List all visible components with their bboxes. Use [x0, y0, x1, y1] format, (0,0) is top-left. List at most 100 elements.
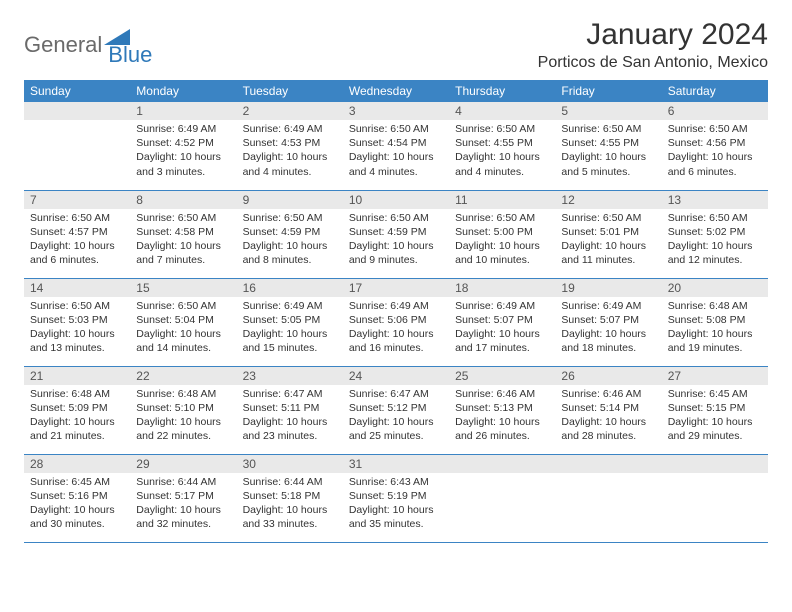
day-number	[662, 455, 768, 473]
logo-word-2: Blue	[108, 42, 152, 68]
sunset-text: Sunset: 5:16 PM	[30, 489, 124, 503]
day-number: 28	[24, 455, 130, 473]
daylight-text: Daylight: 10 hours and 30 minutes.	[30, 503, 124, 531]
sunset-text: Sunset: 4:56 PM	[668, 136, 762, 150]
calendar-cell: 24Sunrise: 6:47 AMSunset: 5:12 PMDayligh…	[343, 366, 449, 454]
calendar-cell: 12Sunrise: 6:50 AMSunset: 5:01 PMDayligh…	[555, 190, 661, 278]
day-details: Sunrise: 6:48 AMSunset: 5:08 PMDaylight:…	[662, 297, 768, 360]
day-details: Sunrise: 6:49 AMSunset: 5:05 PMDaylight:…	[237, 297, 343, 360]
daylight-text: Daylight: 10 hours and 9 minutes.	[349, 239, 443, 267]
day-number: 16	[237, 279, 343, 297]
calendar-table: Sunday Monday Tuesday Wednesday Thursday…	[24, 80, 768, 543]
sunrise-text: Sunrise: 6:44 AM	[243, 475, 337, 489]
calendar-cell: 1Sunrise: 6:49 AMSunset: 4:52 PMDaylight…	[130, 102, 236, 190]
day-details: Sunrise: 6:50 AMSunset: 5:01 PMDaylight:…	[555, 209, 661, 272]
daylight-text: Daylight: 10 hours and 13 minutes.	[30, 327, 124, 355]
calendar-week-row: 7Sunrise: 6:50 AMSunset: 4:57 PMDaylight…	[24, 190, 768, 278]
sunrise-text: Sunrise: 6:50 AM	[349, 211, 443, 225]
sunset-text: Sunset: 5:07 PM	[455, 313, 549, 327]
day-number: 7	[24, 191, 130, 209]
calendar-cell	[662, 454, 768, 542]
calendar-cell: 14Sunrise: 6:50 AMSunset: 5:03 PMDayligh…	[24, 278, 130, 366]
sunrise-text: Sunrise: 6:45 AM	[30, 475, 124, 489]
sunset-text: Sunset: 4:53 PM	[243, 136, 337, 150]
day-number: 9	[237, 191, 343, 209]
day-number: 21	[24, 367, 130, 385]
col-tuesday: Tuesday	[237, 80, 343, 102]
calendar-cell: 4Sunrise: 6:50 AMSunset: 4:55 PMDaylight…	[449, 102, 555, 190]
day-details: Sunrise: 6:46 AMSunset: 5:13 PMDaylight:…	[449, 385, 555, 448]
day-number: 19	[555, 279, 661, 297]
calendar-week-row: 21Sunrise: 6:48 AMSunset: 5:09 PMDayligh…	[24, 366, 768, 454]
daylight-text: Daylight: 10 hours and 12 minutes.	[668, 239, 762, 267]
sunset-text: Sunset: 4:55 PM	[561, 136, 655, 150]
day-number: 12	[555, 191, 661, 209]
day-details: Sunrise: 6:44 AMSunset: 5:18 PMDaylight:…	[237, 473, 343, 536]
calendar-cell: 19Sunrise: 6:49 AMSunset: 5:07 PMDayligh…	[555, 278, 661, 366]
day-details: Sunrise: 6:49 AMSunset: 5:06 PMDaylight:…	[343, 297, 449, 360]
daylight-text: Daylight: 10 hours and 17 minutes.	[455, 327, 549, 355]
calendar-cell: 25Sunrise: 6:46 AMSunset: 5:13 PMDayligh…	[449, 366, 555, 454]
sunset-text: Sunset: 5:04 PM	[136, 313, 230, 327]
daylight-text: Daylight: 10 hours and 10 minutes.	[455, 239, 549, 267]
sunset-text: Sunset: 5:14 PM	[561, 401, 655, 415]
sunset-text: Sunset: 5:17 PM	[136, 489, 230, 503]
calendar-cell: 3Sunrise: 6:50 AMSunset: 4:54 PMDaylight…	[343, 102, 449, 190]
sunrise-text: Sunrise: 6:45 AM	[668, 387, 762, 401]
col-thursday: Thursday	[449, 80, 555, 102]
calendar-week-row: 28Sunrise: 6:45 AMSunset: 5:16 PMDayligh…	[24, 454, 768, 542]
day-number: 2	[237, 102, 343, 120]
sunset-text: Sunset: 5:18 PM	[243, 489, 337, 503]
calendar-cell: 8Sunrise: 6:50 AMSunset: 4:58 PMDaylight…	[130, 190, 236, 278]
day-number: 10	[343, 191, 449, 209]
day-details: Sunrise: 6:44 AMSunset: 5:17 PMDaylight:…	[130, 473, 236, 536]
sunrise-text: Sunrise: 6:50 AM	[455, 211, 549, 225]
calendar-cell: 10Sunrise: 6:50 AMSunset: 4:59 PMDayligh…	[343, 190, 449, 278]
day-details: Sunrise: 6:49 AMSunset: 5:07 PMDaylight:…	[449, 297, 555, 360]
sunset-text: Sunset: 4:59 PM	[243, 225, 337, 239]
sunrise-text: Sunrise: 6:50 AM	[349, 122, 443, 136]
day-details: Sunrise: 6:50 AMSunset: 5:03 PMDaylight:…	[24, 297, 130, 360]
sunrise-text: Sunrise: 6:48 AM	[30, 387, 124, 401]
day-details: Sunrise: 6:50 AMSunset: 4:55 PMDaylight:…	[555, 120, 661, 183]
daylight-text: Daylight: 10 hours and 33 minutes.	[243, 503, 337, 531]
day-number: 11	[449, 191, 555, 209]
col-saturday: Saturday	[662, 80, 768, 102]
day-details: Sunrise: 6:50 AMSunset: 4:58 PMDaylight:…	[130, 209, 236, 272]
calendar-week-row: 14Sunrise: 6:50 AMSunset: 5:03 PMDayligh…	[24, 278, 768, 366]
calendar-cell: 7Sunrise: 6:50 AMSunset: 4:57 PMDaylight…	[24, 190, 130, 278]
daylight-text: Daylight: 10 hours and 21 minutes.	[30, 415, 124, 443]
sunset-text: Sunset: 5:07 PM	[561, 313, 655, 327]
daylight-text: Daylight: 10 hours and 7 minutes.	[136, 239, 230, 267]
sunrise-text: Sunrise: 6:50 AM	[455, 122, 549, 136]
location-subtitle: Porticos de San Antonio, Mexico	[538, 54, 768, 72]
sunset-text: Sunset: 4:57 PM	[30, 225, 124, 239]
calendar-cell: 13Sunrise: 6:50 AMSunset: 5:02 PMDayligh…	[662, 190, 768, 278]
day-details: Sunrise: 6:45 AMSunset: 5:15 PMDaylight:…	[662, 385, 768, 448]
day-details: Sunrise: 6:50 AMSunset: 4:55 PMDaylight:…	[449, 120, 555, 183]
daylight-text: Daylight: 10 hours and 29 minutes.	[668, 415, 762, 443]
sunrise-text: Sunrise: 6:50 AM	[136, 299, 230, 313]
calendar-cell: 2Sunrise: 6:49 AMSunset: 4:53 PMDaylight…	[237, 102, 343, 190]
daylight-text: Daylight: 10 hours and 16 minutes.	[349, 327, 443, 355]
daylight-text: Daylight: 10 hours and 6 minutes.	[30, 239, 124, 267]
day-number: 6	[662, 102, 768, 120]
sunrise-text: Sunrise: 6:50 AM	[668, 122, 762, 136]
day-details: Sunrise: 6:50 AMSunset: 4:56 PMDaylight:…	[662, 120, 768, 183]
day-number: 14	[24, 279, 130, 297]
day-details: Sunrise: 6:50 AMSunset: 4:59 PMDaylight:…	[237, 209, 343, 272]
day-number: 24	[343, 367, 449, 385]
calendar-cell: 17Sunrise: 6:49 AMSunset: 5:06 PMDayligh…	[343, 278, 449, 366]
sunset-text: Sunset: 5:00 PM	[455, 225, 549, 239]
calendar-cell: 6Sunrise: 6:50 AMSunset: 4:56 PMDaylight…	[662, 102, 768, 190]
calendar-cell: 26Sunrise: 6:46 AMSunset: 5:14 PMDayligh…	[555, 366, 661, 454]
day-number: 18	[449, 279, 555, 297]
logo: General Blue	[24, 22, 152, 68]
sunset-text: Sunset: 5:13 PM	[455, 401, 549, 415]
day-details: Sunrise: 6:50 AMSunset: 4:59 PMDaylight:…	[343, 209, 449, 272]
page-title: January 2024	[538, 18, 768, 52]
day-details: Sunrise: 6:50 AMSunset: 5:02 PMDaylight:…	[662, 209, 768, 272]
day-details: Sunrise: 6:49 AMSunset: 4:52 PMDaylight:…	[130, 120, 236, 183]
calendar-cell: 20Sunrise: 6:48 AMSunset: 5:08 PMDayligh…	[662, 278, 768, 366]
day-details: Sunrise: 6:49 AMSunset: 4:53 PMDaylight:…	[237, 120, 343, 183]
